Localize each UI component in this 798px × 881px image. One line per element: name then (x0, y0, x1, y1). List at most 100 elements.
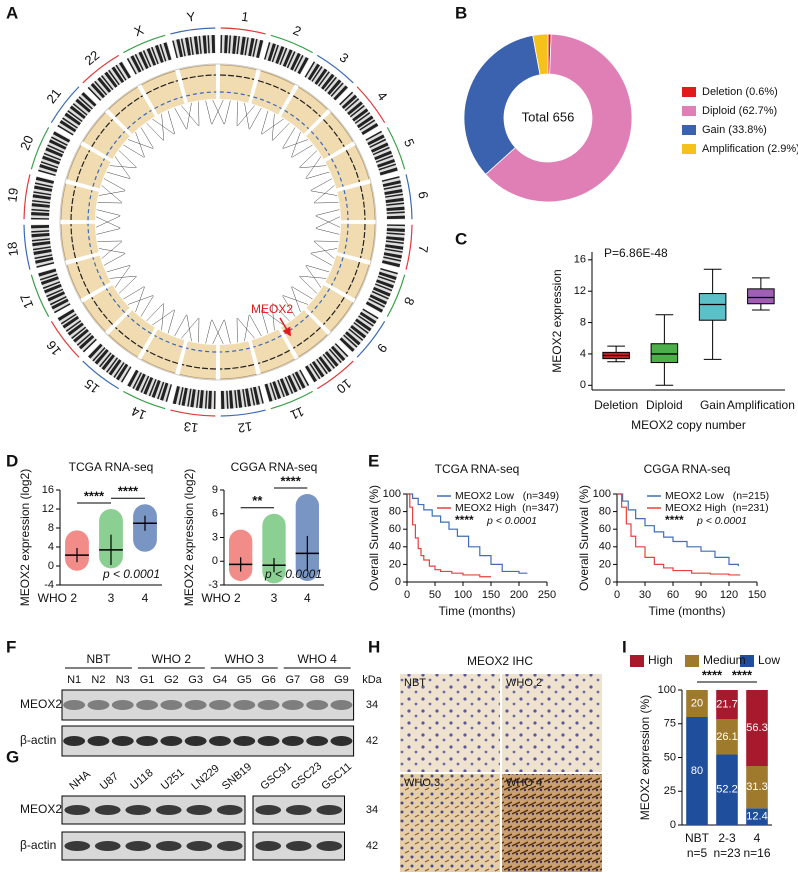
lane-label: G6 (261, 674, 276, 686)
chromosome-label: 10 (334, 376, 355, 397)
value-label: 20 (691, 697, 703, 709)
bar-segment (716, 690, 738, 720)
lane-label: G3 (188, 674, 203, 686)
gene-link (282, 295, 308, 305)
cnv-outline (141, 358, 176, 374)
blot (61, 725, 355, 757)
bar-segment (686, 690, 708, 717)
ihc-image (502, 674, 602, 772)
chromosome-label: 11 (288, 404, 306, 423)
cnv-track (337, 223, 375, 261)
cnv-track (108, 87, 156, 135)
y-axis-label: MEOX2 expression (log2) (18, 469, 32, 606)
ideogram-bands (339, 308, 379, 353)
y-tick-label: 4 (580, 348, 586, 360)
cnv-track (325, 255, 370, 299)
cnv-outline (298, 334, 328, 358)
cnv-outline (108, 86, 138, 110)
cnv-track (61, 183, 99, 221)
gene-link (96, 216, 121, 229)
bar-segment (746, 766, 768, 809)
gene-link (186, 102, 192, 130)
blot-band (63, 736, 86, 746)
gene-link (299, 275, 327, 279)
y-tick-label: 60 (389, 523, 401, 535)
cnv-line (87, 189, 93, 221)
gene-link (260, 309, 269, 334)
image-label: WHO 2 (506, 677, 542, 689)
lane-label: G8 (310, 674, 325, 686)
blot-band (285, 841, 312, 851)
panel-label: F (6, 637, 16, 656)
cnv-line (345, 149, 361, 183)
cnv-line (154, 96, 183, 110)
y-tick-label: 80 (599, 506, 611, 518)
row-label: MEOX2 (20, 802, 62, 816)
cnv-line (91, 119, 114, 148)
y-tick-label: 100 (658, 684, 676, 696)
bar-segment (746, 808, 768, 825)
bar-segment (716, 719, 738, 755)
kda-label: 42 (366, 840, 378, 852)
circos-inner (59, 63, 377, 381)
ideogram-bands (381, 176, 405, 220)
chart-title: TCGA RNA-seq (69, 460, 154, 474)
cnv-line (154, 334, 183, 348)
gene-link (291, 144, 313, 158)
chromosome-band (317, 54, 354, 84)
chromosome-label: 15 (82, 376, 103, 397)
gene-link (174, 107, 187, 130)
cnv-line (70, 185, 77, 220)
lane-label: G2 (164, 674, 179, 686)
y-tick-label: 100 (593, 488, 611, 500)
ideogram-bands (365, 130, 398, 177)
x-axis-label: Time (months) (439, 604, 516, 618)
gene-link (272, 122, 290, 141)
legend-label: MEOX2 High (n=347) (455, 502, 559, 514)
blot-band (209, 700, 231, 710)
x-sublabel: n=5 (687, 846, 708, 860)
row-label: β-actin (20, 838, 56, 852)
gene-link (181, 317, 199, 339)
x-tick-label: NBT (685, 831, 710, 845)
cnv-outline (60, 183, 67, 220)
cnv-line (310, 130, 331, 156)
x-tick-label: 120 (720, 589, 738, 601)
legend-swatch (685, 655, 699, 667)
cnv-line (219, 347, 251, 353)
legend-label: Gain (33.8%) (702, 124, 767, 136)
chromosome-label: Y (186, 9, 197, 25)
y-tick-label: 16 (42, 484, 54, 496)
gene-link (174, 314, 187, 337)
gene-link (299, 165, 327, 169)
chromosome-label: 14 (129, 404, 148, 423)
ideogram-bands (381, 224, 405, 268)
gene-link (114, 156, 131, 179)
ihc-image (400, 674, 500, 772)
y-tick-label: 40 (599, 541, 611, 553)
blot (61, 689, 355, 721)
cnv-track (280, 87, 328, 135)
gene-link (106, 171, 131, 180)
blot-band (233, 736, 256, 746)
y-tick-label: 20 (599, 558, 611, 570)
lane-label: GSC23 (289, 760, 324, 792)
y-tick-label: 0 (212, 555, 218, 567)
x-tick-label: Gain (700, 398, 725, 412)
chromosome-label: 17 (17, 292, 36, 311)
gene-link (261, 309, 284, 326)
stat-annotation: P=6.86E-48 (604, 246, 668, 260)
gene-link (128, 295, 154, 305)
chromosome-band (170, 409, 216, 417)
chromosome-label: 16 (43, 338, 64, 359)
cnv-outline (60, 224, 67, 261)
cnv-line (181, 74, 216, 81)
cnv-outline (82, 112, 106, 142)
ideogram-bands (57, 308, 97, 353)
chromosome-label: 7 (415, 244, 431, 253)
cnv-line (145, 349, 179, 365)
cnv-line (185, 91, 217, 97)
cnv-line (105, 130, 126, 156)
annotation-arrow (279, 317, 291, 337)
gene-link (237, 317, 255, 339)
